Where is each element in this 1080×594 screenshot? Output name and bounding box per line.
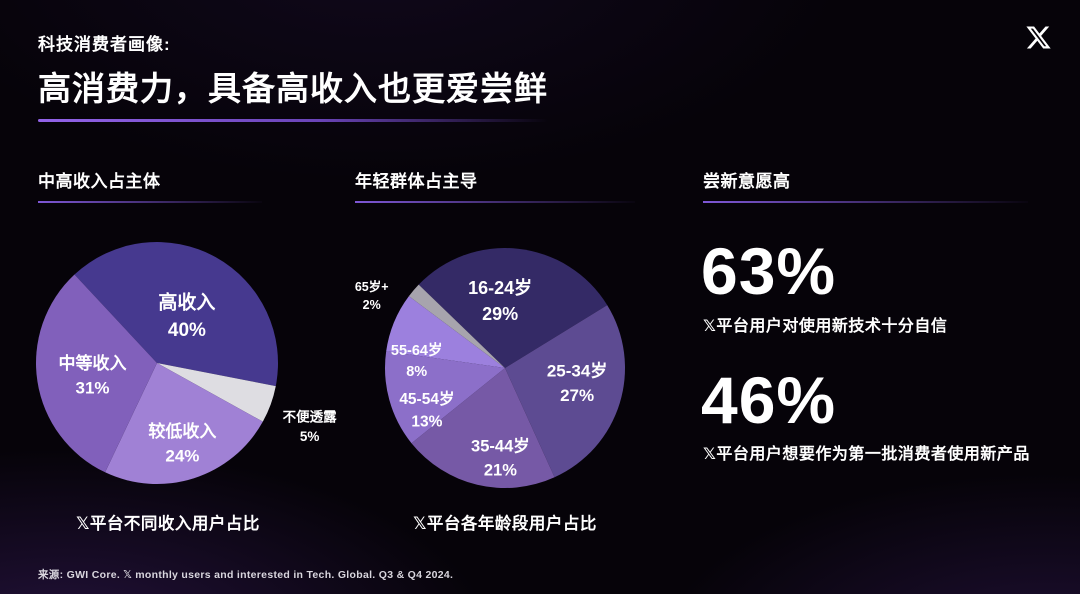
pie-slice-label: 65岁+ 2% [355, 279, 389, 312]
section-heading-age: 年轻群体占主导 [355, 172, 478, 191]
stat-value-new-tech: 63% [701, 234, 837, 308]
age-pie-chart: 16-24岁 29% 25-34岁 27% 35-44岁 21% 45-54岁 13% 55-6… [355, 247, 626, 488]
section-heading-novelty: 尝新意愿高 [703, 172, 791, 191]
section-underline-age [355, 201, 635, 203]
income-pie-chart-slice-0 [74, 242, 279, 387]
x-logo-icon [1026, 26, 1051, 49]
pie-slice-label: 35-44岁 21% [471, 435, 530, 479]
page-title: 高消费力，具备高收入也更爱尝鲜 [38, 70, 548, 107]
title-underline [38, 119, 548, 122]
pie-slice-label: 55-64岁 8% [391, 341, 443, 380]
pie-caption-age: 𝕏平台各年龄段用户占比 [413, 515, 597, 533]
income-pie-chart-slice-1 [157, 363, 276, 422]
section-underline-income [38, 201, 262, 203]
section-underline-novelty [703, 201, 1028, 203]
eyebrow-text: 科技消费者画像: [38, 35, 171, 54]
pie-slice-label: 25-34岁 27% [547, 361, 607, 406]
age-pie-chart-slice-1 [505, 305, 626, 478]
pie-slice-label: 16-24岁 29% [468, 277, 532, 324]
pie-slice-label: 45-54岁 13% [399, 389, 454, 431]
stat-desc-first-buyer: 𝕏平台用户想要作为第一批消费者使用新产品 [703, 446, 1030, 463]
age-pie-chart-slice-3 [385, 351, 505, 444]
stat-desc-new-tech: 𝕏平台用户对使用新技术十分自信 [703, 318, 948, 335]
pie-caption-income: 𝕏平台不同收入用户占比 [76, 515, 260, 533]
age-pie-chart-slice-4 [386, 296, 505, 368]
age-pie-chart-slice-5 [408, 284, 505, 368]
income-pie-chart-slice-2 [105, 363, 263, 484]
pie-slice-label: 中等收入 31% [59, 353, 127, 398]
age-pie-chart-slice-0 [418, 247, 608, 368]
pie-slice-label: 较低收入 24% [148, 421, 216, 466]
income-pie-chart-slice-3 [36, 274, 157, 473]
stat-value-first-buyer: 46% [701, 363, 837, 437]
income-pie-chart: 高收入 40% 不便透露 5% 较低收入 24% 中等收入 31% [36, 242, 337, 484]
section-heading-income: 中高收入占主体 [38, 172, 161, 191]
pie-slice-label: 高收入 40% [158, 291, 215, 342]
source-note: 来源: GWI Core. 𝕏 monthly users and intere… [38, 569, 454, 581]
age-pie-chart-slice-2 [411, 368, 555, 488]
pie-slice-label: 不便透露 5% [283, 408, 337, 444]
